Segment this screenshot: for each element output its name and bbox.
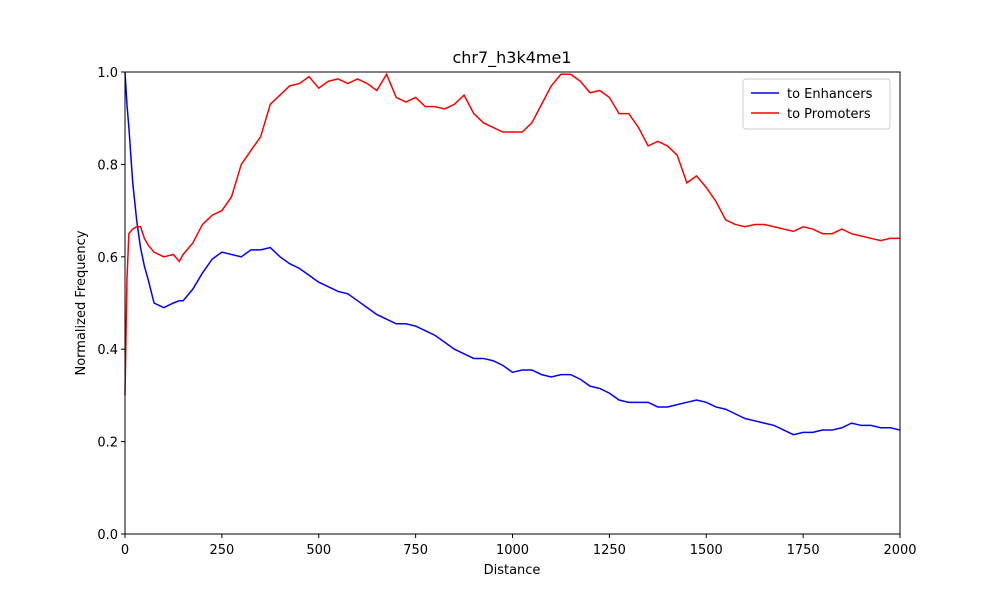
x-tick-label: 1750: [787, 543, 820, 558]
legend-label: to Enhancers: [787, 87, 873, 102]
x-tick-label: 1250: [593, 543, 626, 558]
legend-label: to Promoters: [787, 107, 871, 122]
x-tick-label: 0: [121, 543, 129, 558]
y-tick-label: 0.2: [97, 436, 118, 451]
line-series: [124, 71, 901, 436]
x-tick-label: 250: [209, 543, 234, 558]
x-tick-label: 2000: [883, 543, 916, 558]
y-tick-label: 0.4: [97, 343, 118, 358]
x-tick-label: 500: [306, 543, 331, 558]
chart-title: chr7_h3k4me1: [452, 48, 571, 68]
x-tick-label: 750: [403, 543, 428, 558]
y-tick-label: 0.6: [97, 251, 118, 266]
x-axis-label: Distance: [484, 563, 541, 578]
x-tick-label: 1000: [496, 543, 529, 558]
y-tick-label: 0.8: [97, 158, 118, 173]
x-tick-label: 1500: [690, 543, 723, 558]
y-tick-label: 1.0: [97, 66, 118, 81]
line-series: [124, 72, 900, 396]
plot-frame: [124, 71, 901, 535]
y-tick-label: 0.0: [97, 528, 118, 543]
y-axis-label: Normalized Frequency: [74, 230, 89, 375]
legend-box: [742, 78, 891, 130]
